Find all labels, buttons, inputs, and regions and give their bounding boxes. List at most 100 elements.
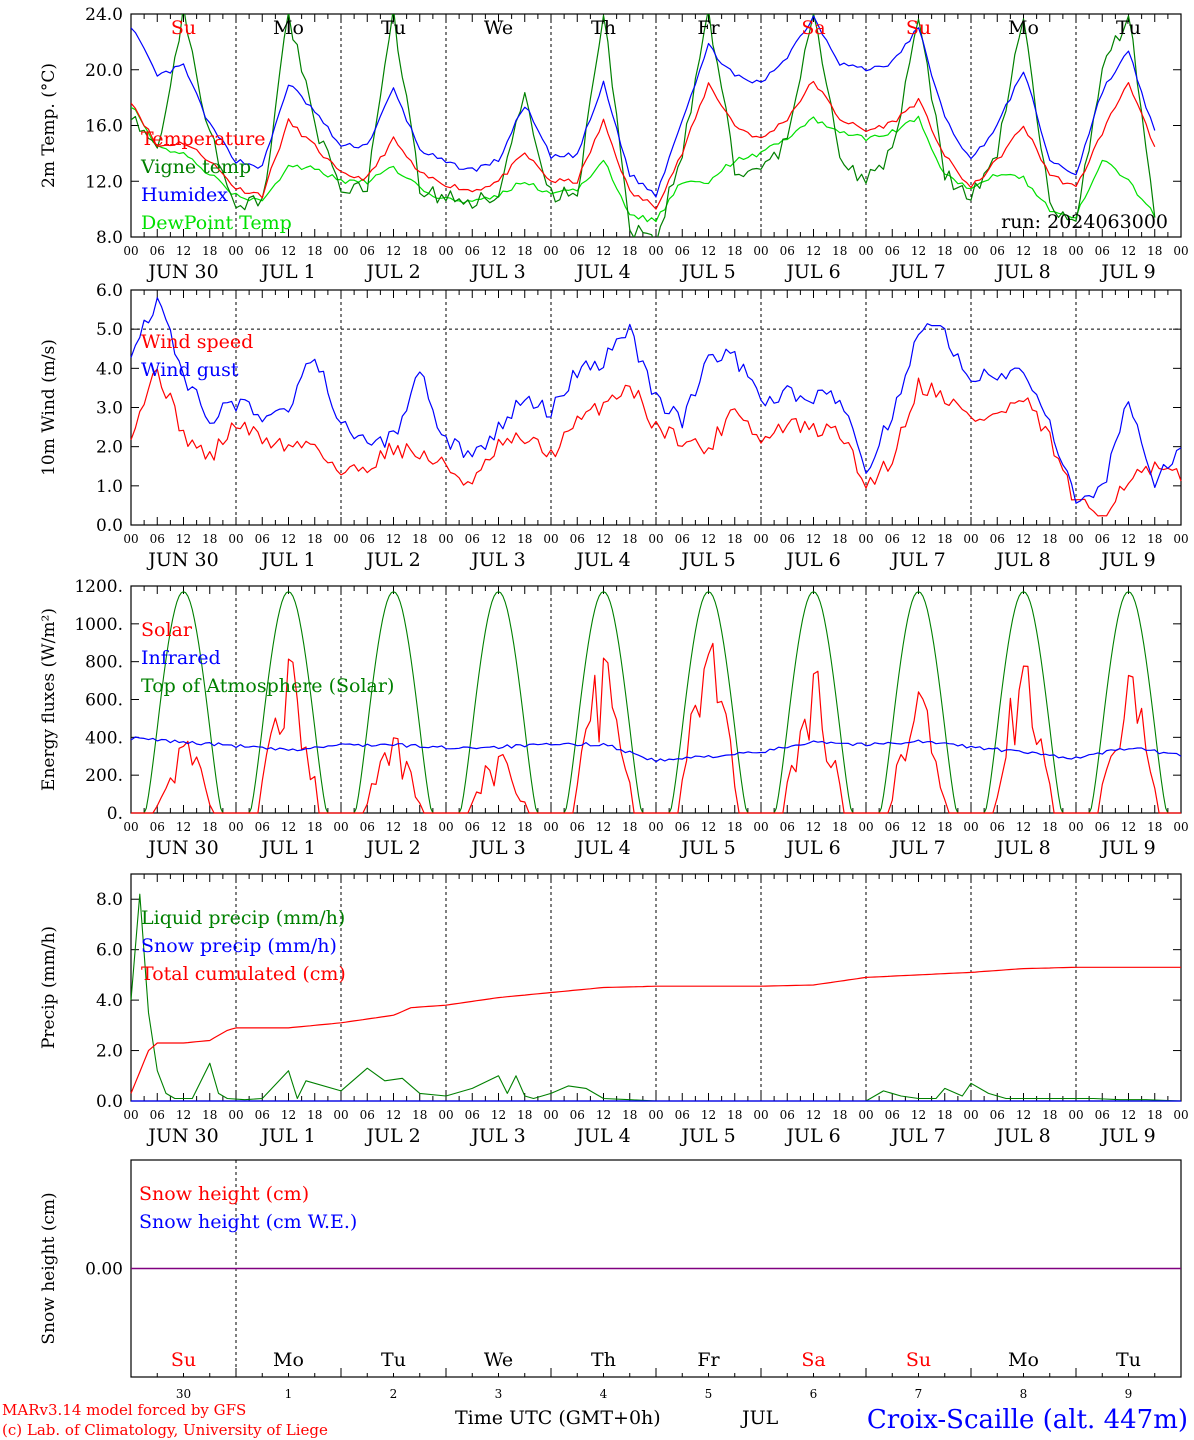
hour-tick-label: 18 [622, 820, 637, 834]
date-label: JUN 30 [146, 261, 218, 283]
series-line-liquid-precip [130, 893, 1182, 1102]
date-label: JUL 4 [574, 837, 630, 859]
run-annotation: run: 2024063000 [1001, 211, 1168, 233]
date-label: JUL 8 [994, 261, 1050, 283]
hour-tick-label: 06 [780, 532, 795, 546]
hour-tick-label: 12 [386, 244, 401, 258]
date-label: JUL 1 [259, 549, 315, 571]
legend-entry: Wind gust [141, 359, 239, 381]
hour-tick-label: 12 [1016, 820, 1031, 834]
y-tick-label: 2.0 [96, 1042, 123, 1062]
hour-tick-label: 06 [570, 244, 585, 258]
hour-tick-label: 06 [1095, 532, 1110, 546]
date-label: JUL 6 [784, 549, 840, 571]
date-label: JUL 3 [469, 837, 525, 859]
day-abbrev: Fr [697, 17, 720, 39]
hour-tick-label: 12 [596, 244, 611, 258]
hour-tick-label: 12 [1121, 532, 1136, 546]
day-number: 2 [390, 1387, 398, 1401]
day-abbrev: Tu [1116, 17, 1141, 39]
hour-tick-label: 06 [150, 532, 165, 546]
hour-tick-label: 12 [701, 820, 716, 834]
hour-tick-label: 06 [1095, 244, 1110, 258]
hour-tick-label: 00 [1173, 244, 1188, 258]
day-number: 5 [705, 1387, 713, 1401]
date-label: JUL 3 [469, 1125, 525, 1147]
series-line-infrared [130, 736, 1182, 763]
legend-entry: Vigne temp [140, 156, 251, 178]
y-tick-label: 3.0 [96, 399, 123, 419]
series-line-humidex [131, 15, 1156, 198]
hour-tick-label: 06 [780, 244, 795, 258]
hour-tick-label: 00 [963, 1108, 978, 1122]
hour-tick-label: 06 [360, 532, 375, 546]
day-abbrev: Su [171, 1349, 196, 1371]
hour-tick-label: 12 [701, 1108, 716, 1122]
date-label: JUL 8 [994, 837, 1050, 859]
hour-tick-label: 00 [333, 820, 348, 834]
hour-tick-label: 00 [858, 820, 873, 834]
hour-tick-label: 06 [1095, 820, 1110, 834]
hour-tick-label: 00 [228, 1108, 243, 1122]
hour-tick-label: 12 [911, 1108, 926, 1122]
date-label: JUL 3 [469, 549, 525, 571]
x-axis-label: Time UTC (GMT+0h) [455, 1407, 661, 1429]
hour-tick-label: 06 [255, 1108, 270, 1122]
hour-tick-label: 18 [307, 244, 322, 258]
y-axis-label: 10m Wind (m/s) [39, 339, 59, 476]
hour-tick-label: 06 [360, 1108, 375, 1122]
hour-tick-label: 12 [386, 1108, 401, 1122]
date-label: JUN 30 [146, 1125, 218, 1147]
hour-tick-label: 00 [753, 244, 768, 258]
panel-1: 00 06 12 18 00 06 12 18 00 06 12 18 00 06 12 18 00 06 12 18… [39, 5, 1189, 283]
hour-tick-label: 18 [937, 1108, 952, 1122]
hour-tick-label: 12 [806, 1108, 821, 1122]
hour-tick-label: 00 [543, 244, 558, 258]
hour-tick-label: 06 [255, 820, 270, 834]
panel-2: 00 06 12 18 00 06 12 18 00 06 12 18 00 06 12 18 00 06 12 18… [39, 281, 1189, 571]
hour-tick-label: 00 [438, 1108, 453, 1122]
hour-tick-label: 00 [438, 532, 453, 546]
hour-tick-label: 18 [937, 532, 952, 546]
hour-tick-label: 12 [386, 532, 401, 546]
hour-tick-label: 18 [517, 1108, 532, 1122]
y-tick-label: 4.0 [96, 991, 123, 1011]
y-tick-label: 0.00 [85, 1260, 123, 1280]
hour-tick-label: 18 [622, 1108, 637, 1122]
hour-tick-label: 06 [570, 1108, 585, 1122]
legend-entry: Solar [141, 619, 193, 641]
y-tick-label: 8.0 [96, 228, 123, 248]
date-label: JUL 5 [679, 261, 735, 283]
day-number: 9 [1125, 1387, 1133, 1401]
date-label: JUL 4 [574, 549, 630, 571]
hour-tick-label: 00 [543, 1108, 558, 1122]
hour-tick-label: 18 [622, 532, 637, 546]
y-tick-label: 800. [85, 653, 123, 673]
hour-tick-label: 06 [360, 820, 375, 834]
date-label: JUL 1 [259, 261, 315, 283]
date-label: JUL 2 [364, 1125, 420, 1147]
y-axis-label: 2m Temp. (°C) [39, 63, 59, 188]
legend-entry: Snow precip (mm/h) [141, 935, 337, 957]
hour-tick-label: 00 [228, 244, 243, 258]
y-tick-label: 400. [85, 728, 123, 748]
y-tick-label: 600. [85, 691, 123, 711]
hour-tick-label: 06 [150, 820, 165, 834]
hour-tick-label: 18 [202, 1108, 217, 1122]
hour-tick-label: 00 [648, 532, 663, 546]
legend-entry: Liquid precip (mm/h) [141, 907, 345, 929]
panel-3: 00 06 12 18 00 06 12 18 00 06 12 18 00 06 12 18 00 06 12 18… [39, 577, 1189, 859]
day-number: 6 [810, 1387, 818, 1401]
hour-tick-label: 00 [123, 820, 138, 834]
y-tick-label: 4.0 [96, 359, 123, 379]
series-line-vigne-temp [131, 14, 1156, 237]
hour-tick-label: 12 [1016, 244, 1031, 258]
y-tick-label: 24.0 [85, 5, 123, 25]
hour-tick-label: 00 [1068, 1108, 1083, 1122]
y-axis-label: Precip (mm/h) [39, 926, 59, 1049]
y-tick-label: 20.0 [85, 61, 123, 81]
hour-tick-label: 00 [858, 532, 873, 546]
hour-tick-label: 18 [727, 244, 742, 258]
y-tick-label: 0.0 [96, 516, 123, 536]
hour-tick-label: 00 [1068, 532, 1083, 546]
